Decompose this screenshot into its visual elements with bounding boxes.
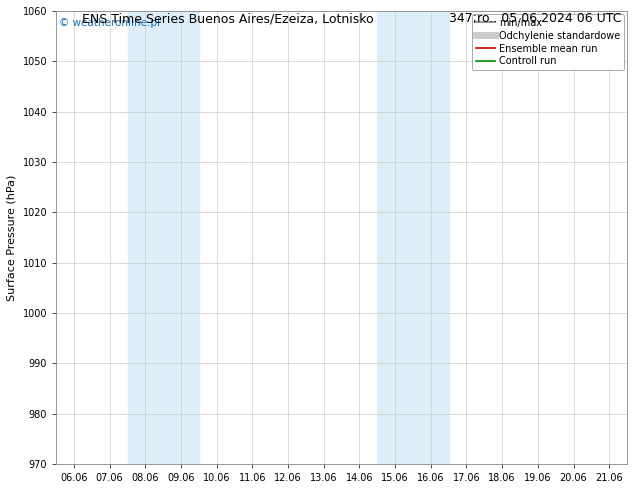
- Bar: [127, 11, 199, 464]
- Bar: [377, 11, 449, 464]
- Legend: min/max, Odchylenie standardowe, Ensemble mean run, Controll run: min/max, Odchylenie standardowe, Ensembl…: [472, 14, 624, 71]
- Y-axis label: Surface Pressure (hPa): Surface Pressure (hPa): [7, 174, 17, 301]
- Text: © weatheronline.pl: © weatheronline.pl: [59, 18, 160, 28]
- Text: 347;ro.. 05.06.2024 06 UTC: 347;ro.. 05.06.2024 06 UTC: [449, 12, 621, 25]
- Text: ENS Time Series Buenos Aires/Ezeiza, Lotnisko: ENS Time Series Buenos Aires/Ezeiza, Lot…: [82, 12, 374, 25]
